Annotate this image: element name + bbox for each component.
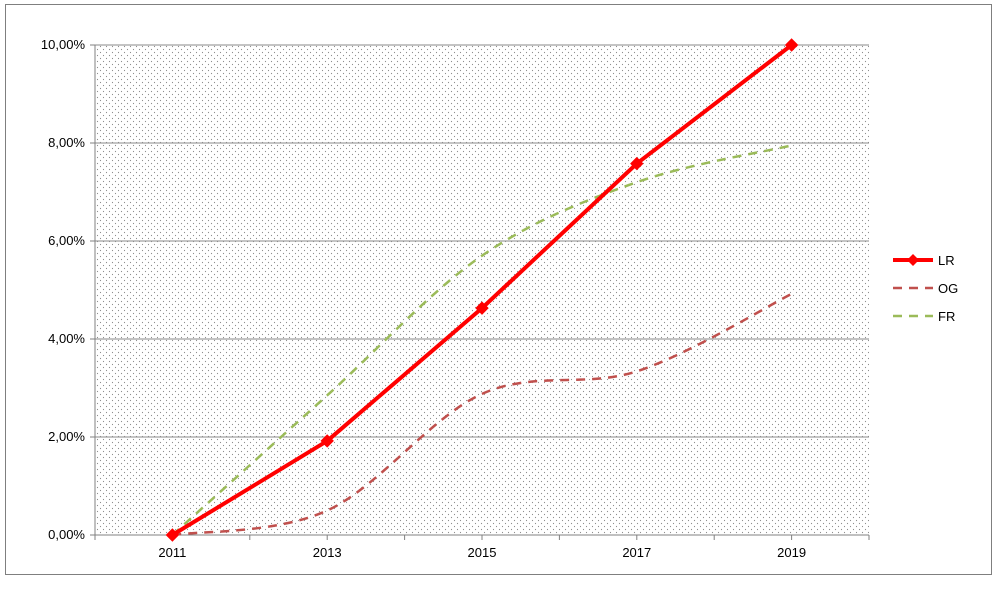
data-point-lr	[630, 156, 644, 171]
y-tick-label: 6,00%	[48, 233, 85, 248]
data-point-lr	[165, 528, 180, 542]
axes: 0,00% 2,00% 4,00% 6,00% 8,00% 10,00% 2011 2013 2…	[41, 37, 870, 560]
legend-label-fr: FR	[938, 309, 955, 324]
gridlines	[95, 44, 869, 438]
y-tick-label: 2,00%	[48, 429, 85, 444]
series-lines	[165, 38, 799, 542]
x-tick-label: 2013	[313, 545, 342, 560]
data-point-lr	[475, 301, 489, 315]
y-tick-label: 8,00%	[48, 135, 85, 150]
legend-label-lr: LR	[938, 253, 955, 268]
x-tick-label: 2015	[468, 545, 497, 560]
x-tick-label: 2011	[158, 545, 186, 560]
legend: LR OG FR	[893, 253, 958, 324]
plot-area	[95, 45, 869, 535]
y-tick-label: 10,00%	[41, 37, 86, 52]
legend-label-og: OG	[938, 281, 958, 296]
data-point-lr	[784, 38, 799, 52]
legend-marker-lr	[907, 254, 919, 266]
x-tick-label: 2017	[622, 545, 651, 560]
x-tick-label: 2019	[777, 545, 806, 560]
y-tick-label: 0,00%	[48, 527, 85, 542]
y-tick-label: 4,00%	[48, 331, 85, 346]
series-line-fr	[171, 144, 792, 536]
data-point-lr	[320, 434, 334, 448]
